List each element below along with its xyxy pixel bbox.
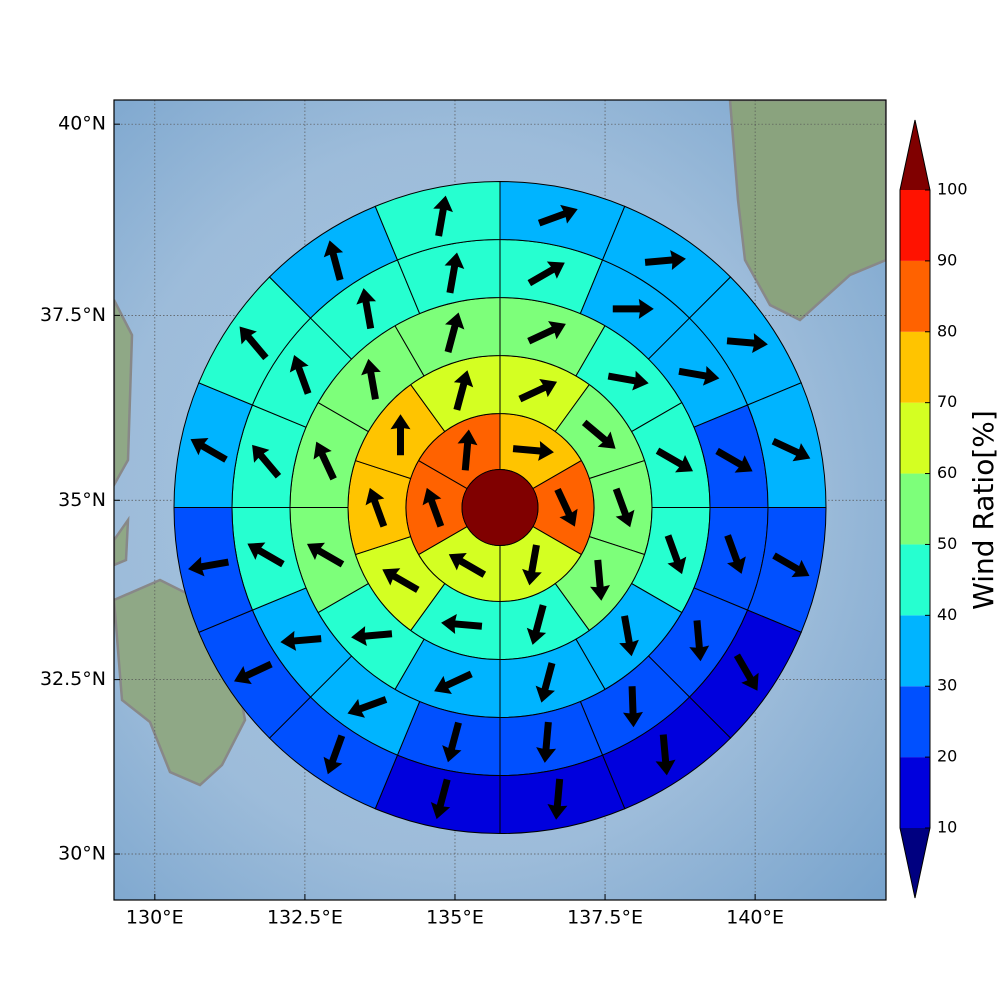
- wind-arrow: [390, 414, 411, 456]
- wind-arrow: [527, 261, 565, 287]
- wind-arrow: [527, 321, 566, 345]
- x-tick-label: 135°E: [426, 907, 484, 929]
- colorbar-bin: [900, 260, 930, 332]
- wind-arrow: [356, 288, 377, 330]
- wind-arrow: [351, 626, 393, 647]
- colorbar-bin: [900, 190, 930, 261]
- wind-arrow: [724, 534, 746, 574]
- wind-arrow: [512, 440, 554, 461]
- wind-arrow: [715, 447, 753, 473]
- wind-arrow: [430, 778, 451, 820]
- wind-arrow: [382, 568, 420, 593]
- sectors: [173, 181, 827, 835]
- colorbar-bin: [900, 473, 930, 545]
- colorbar-bin: [900, 615, 930, 687]
- colorbar-tick-label: 40: [937, 605, 957, 624]
- wind-arrow: [289, 355, 312, 395]
- wind-arrow: [280, 630, 322, 651]
- wind-arrow: [347, 696, 388, 718]
- y-tick-label: 40°N: [58, 113, 106, 135]
- wind-arrow: [234, 660, 273, 685]
- colorbar-bin: [900, 402, 930, 474]
- wind-arrow: [664, 534, 687, 575]
- x-tick-label: 140°E: [726, 907, 784, 929]
- wind-arrow: [590, 559, 610, 601]
- x-tick-label: 130°E: [126, 907, 184, 929]
- wind-arrow: [607, 370, 649, 391]
- sector: [374, 181, 501, 261]
- wind-arrow: [581, 419, 616, 449]
- wind-arrow: [536, 721, 557, 763]
- center-cell: [461, 469, 539, 547]
- wind-arrow: [547, 778, 568, 820]
- wind-arrow: [442, 721, 462, 763]
- wind-arrow: [612, 487, 635, 528]
- colorbar-tick-label: 100: [937, 180, 968, 199]
- wind-arrow: [313, 441, 337, 481]
- colorbar-tick-label: 30: [937, 676, 957, 695]
- land-korea-south: [114, 515, 130, 567]
- wind-arrow: [252, 444, 282, 479]
- wind-arrow: [518, 378, 558, 403]
- colorbar-bin: [900, 757, 930, 828]
- wind-arrow: [526, 604, 547, 645]
- wind-arrow: [622, 686, 643, 728]
- wind-arrow: [771, 437, 811, 462]
- y-tick-label: 37.5°N: [40, 304, 106, 326]
- wind-arrow: [247, 542, 285, 568]
- colorbar-tick-label: 80: [937, 321, 957, 340]
- wind-arrow: [733, 653, 759, 691]
- colorbar-tick-label: 90: [937, 250, 957, 269]
- wind-arrow: [537, 204, 578, 227]
- wind-arrow: [772, 552, 810, 578]
- wind-arrow: [644, 250, 686, 271]
- wind-arrow: [535, 662, 556, 703]
- wind-arrow: [453, 370, 474, 411]
- wind-arrow: [365, 487, 388, 528]
- colorbar-tick-label: 20: [937, 747, 957, 766]
- colorbar-tick-label: 70: [937, 392, 957, 411]
- wind-arrow: [422, 487, 445, 528]
- land-honshu: [728, 100, 886, 322]
- wind-arrow: [433, 195, 453, 237]
- wind-arrow: [457, 429, 478, 471]
- colorbar-tick-label: 50: [937, 534, 957, 553]
- colorbar-bin: [900, 544, 930, 616]
- wind-arrow: [689, 620, 710, 662]
- colorbar-over: [900, 120, 930, 190]
- y-tick-label: 35°N: [58, 489, 106, 511]
- wind-arrow: [522, 544, 542, 586]
- x-tick-label: 137.5°E: [567, 907, 643, 929]
- colorbar-label: Wind Ratio[%]: [967, 410, 1000, 610]
- wind-arrow: [612, 298, 654, 319]
- colorbar-tick-label: 60: [937, 463, 957, 482]
- wind-arrow: [441, 614, 483, 634]
- wind-arrow: [444, 312, 465, 353]
- wind-arrow: [323, 240, 344, 281]
- wind-arrow: [678, 365, 720, 386]
- wind-arrow: [361, 358, 381, 400]
- y-tick-label: 32.5°N: [40, 668, 106, 690]
- x-tick-label: 132.5°E: [267, 907, 343, 929]
- wind-arrow: [554, 487, 578, 527]
- wind-arrow: [434, 670, 473, 694]
- wind-arrow: [655, 734, 676, 776]
- wind-arrow: [726, 333, 768, 354]
- wind-arrow: [188, 556, 230, 577]
- wind-arrow: [190, 437, 228, 463]
- wind-arrow: [239, 326, 269, 361]
- wind-arrow: [655, 447, 694, 473]
- land-korea: [114, 299, 134, 488]
- colorbar-tick-label: 10: [937, 818, 957, 837]
- wind-arrow: [444, 252, 465, 294]
- wind-arrow: [448, 553, 487, 578]
- wind-arrow: [323, 734, 346, 775]
- wind-arrow: [619, 615, 639, 657]
- y-tick-label: 30°N: [58, 843, 106, 865]
- colorbar-bin: [900, 331, 930, 403]
- colorbar-under: [900, 828, 930, 898]
- colorbar-bin: [900, 686, 930, 758]
- wind-arrow: [306, 542, 345, 568]
